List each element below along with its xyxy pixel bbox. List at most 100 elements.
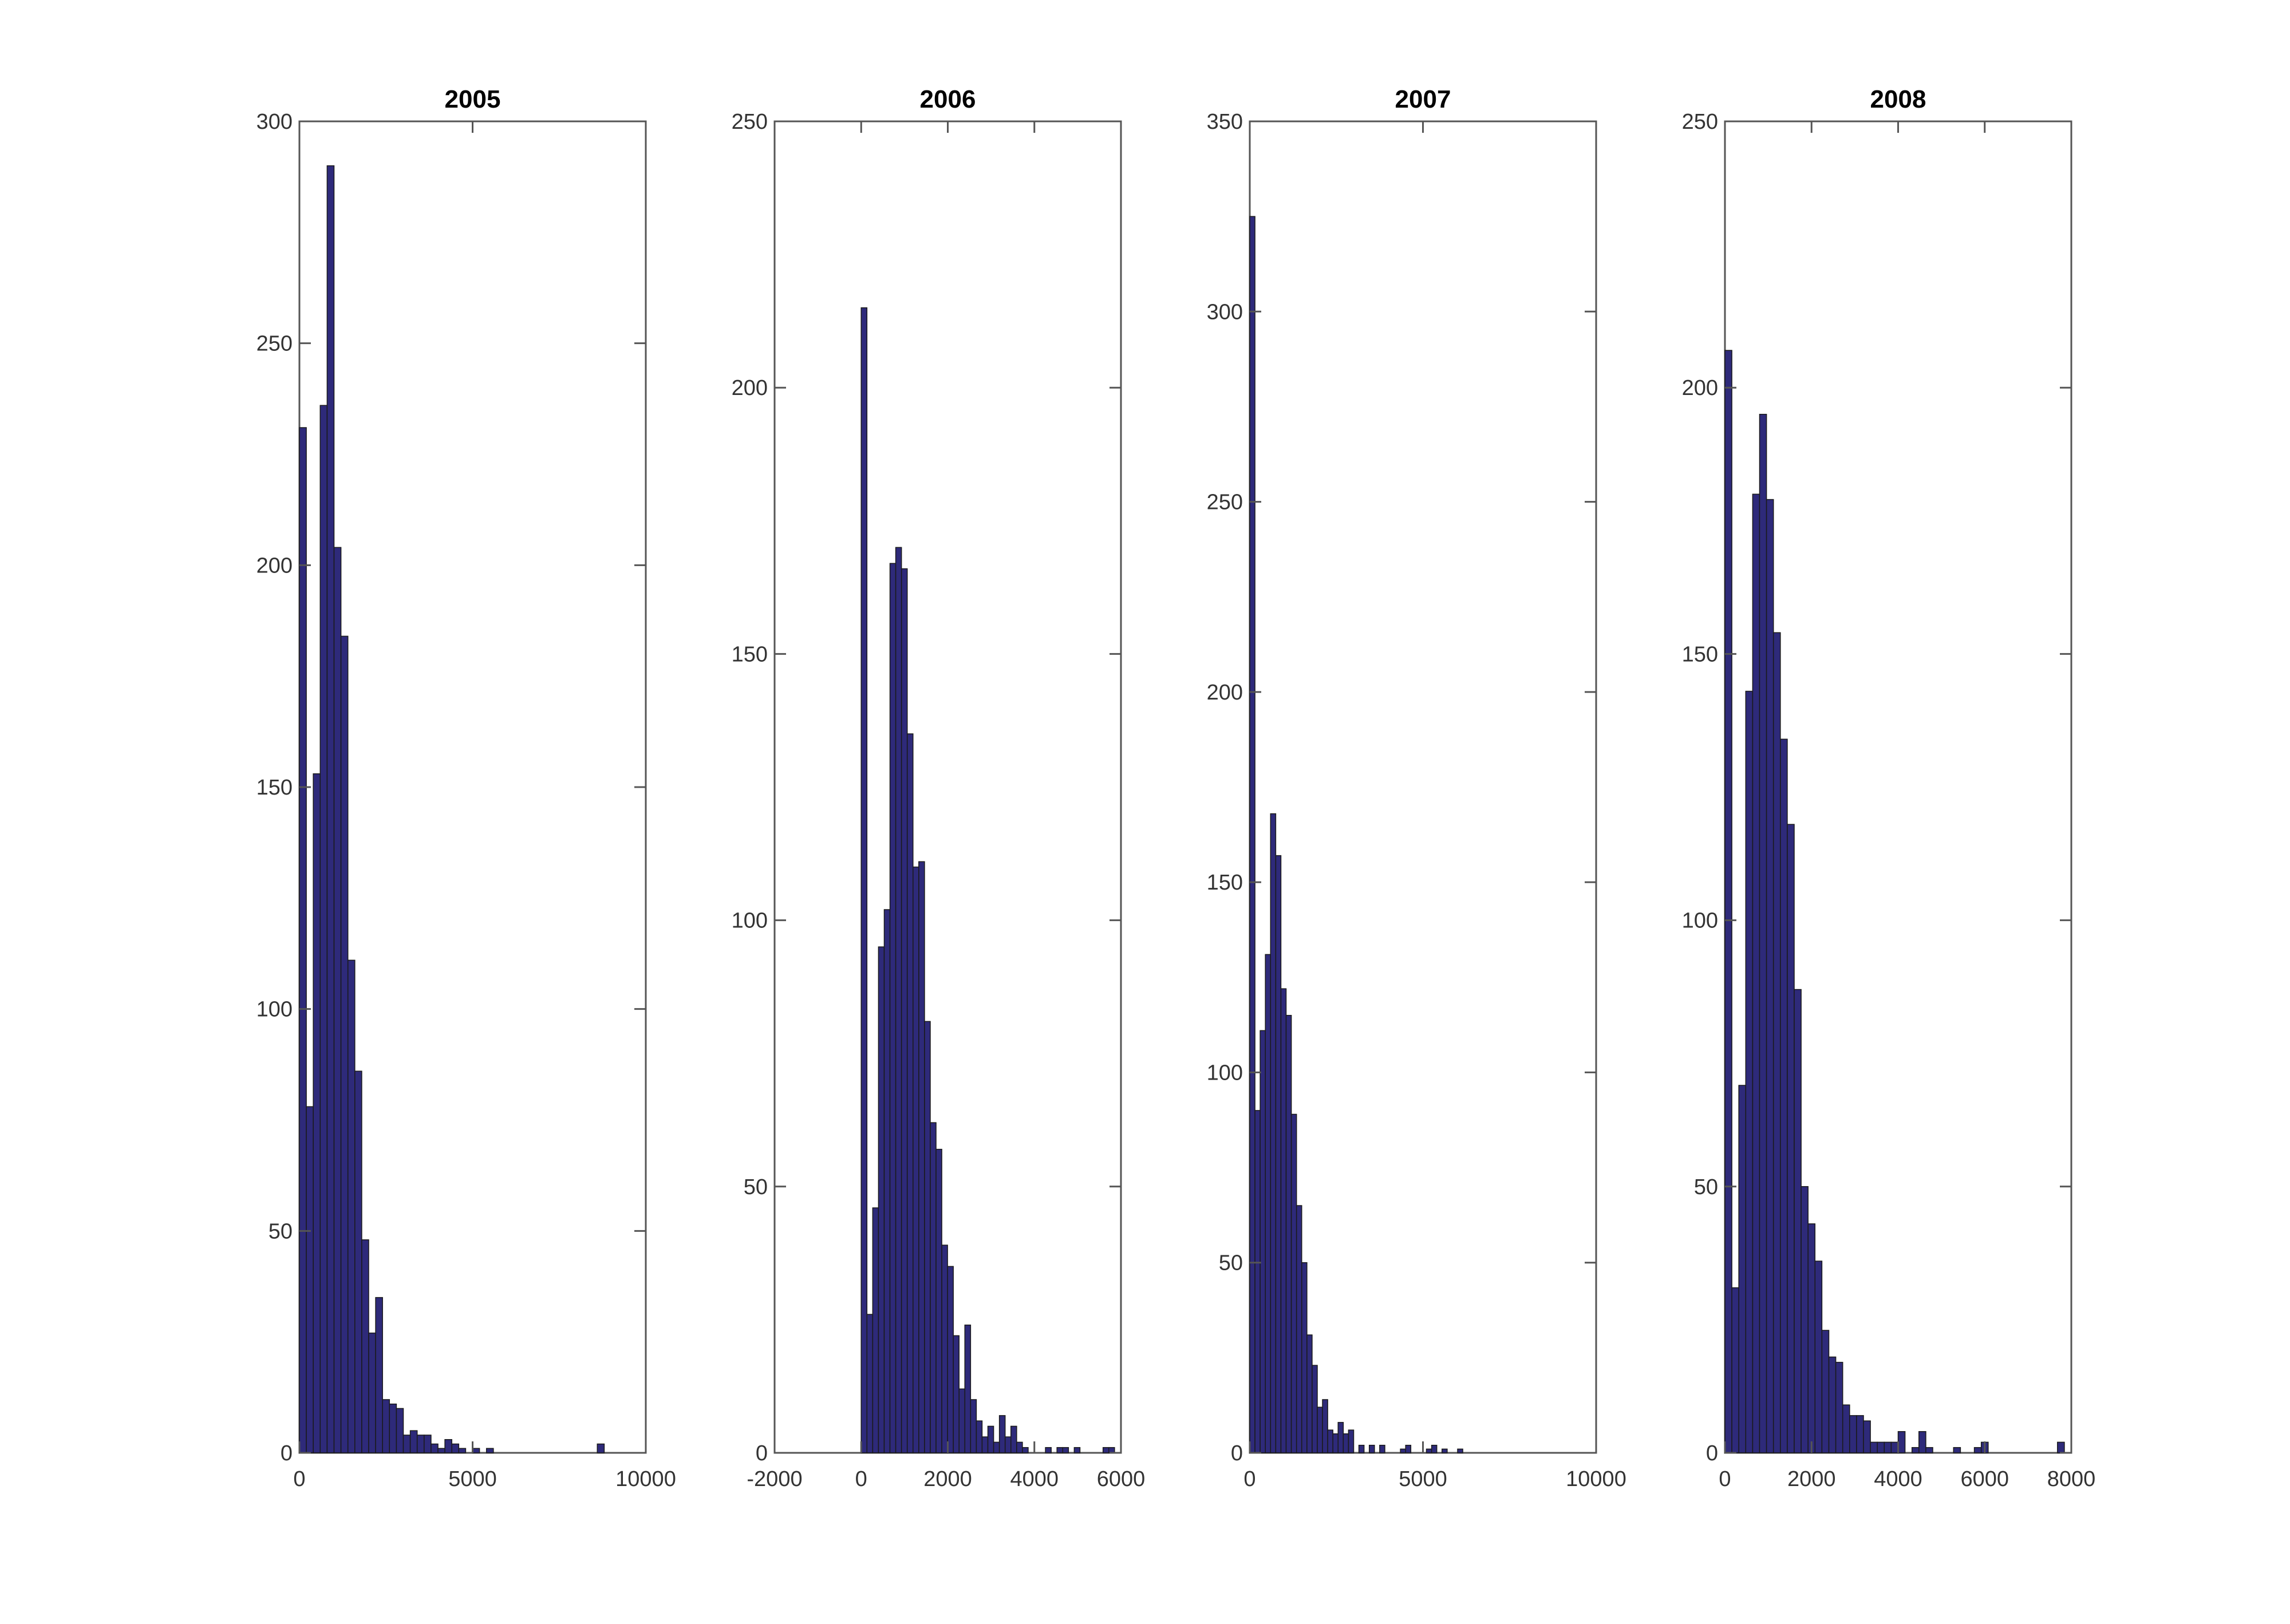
y-tick-label: 150 [256,776,293,800]
histogram-bar [299,427,307,1453]
y-tick-label: 100 [256,998,293,1022]
histogram-bar [451,1443,460,1453]
y-tick-label: 50 [269,1219,293,1243]
histogram-bar [1265,954,1272,1453]
histogram-bar [319,405,328,1453]
histogram-bar [1056,1447,1064,1453]
histogram-bar [409,1430,418,1453]
subplot-title: 2006 [920,85,976,113]
histogram-bar [1925,1447,1933,1453]
histogram-bar [1368,1444,1375,1453]
histogram-bar [1405,1444,1412,1453]
histogram-bar [340,635,349,1453]
histogram-bar [866,1314,874,1453]
histogram-bar [597,1443,605,1453]
histogram-bar [981,1436,989,1453]
histogram-bars [1724,350,2065,1453]
histogram-bar [1348,1429,1355,1453]
histogram-bar [313,773,321,1453]
histogram-bar [333,547,342,1453]
y-tick-label: 250 [732,110,768,134]
histogram-bar [1856,1415,1864,1453]
histogram-bar [953,1335,960,1453]
histogram-bar [993,1441,1000,1453]
histogram-bar [1270,813,1277,1453]
histogram-bar [958,1388,966,1453]
histogram-bar [889,563,897,1453]
y-tick-label: 50 [1219,1251,1243,1275]
y-tick-label: 350 [1207,110,1243,134]
histogram-bar [458,1448,467,1453]
y-tick-label: 150 [1207,871,1243,895]
histogram-bar [935,1148,942,1453]
histogram-bar [998,1415,1006,1453]
histogram-bar [416,1435,425,1453]
histogram-bar [1358,1444,1365,1453]
x-tick-label: 0 [1243,1467,1255,1491]
histogram-bar [1863,1420,1871,1453]
histogram-bar [1801,1186,1809,1453]
histogram-bar [396,1408,404,1453]
histogram-bar [1738,1085,1747,1453]
subplot-2007: 0 50 100 150 200 250 300 350 0 5000 10000 2007 [1207,85,1626,1491]
histogram-bar [930,1122,937,1453]
histogram-bar [1379,1444,1385,1453]
x-tick-label: -2000 [747,1467,802,1491]
histogram-bar [1814,1261,1823,1453]
histogram-bar [1794,989,1802,1453]
histogram-bar [1400,1448,1407,1453]
x-tick-label: 2000 [1787,1467,1836,1491]
histogram-bar [964,1324,972,1453]
y-tick-label: 50 [744,1175,768,1199]
histogram-bar [860,307,868,1453]
histogram-bar [941,1244,948,1453]
histogram-bar [1317,1406,1323,1453]
x-tick-label: 0 [855,1467,867,1491]
histogram-bar [970,1399,977,1453]
histogram-bar [472,1448,480,1453]
histogram-bar [1312,1365,1318,1453]
axes-frame [1249,120,1597,1454]
x-tick-label: 0 [1719,1467,1731,1491]
histogram-bar [1731,1287,1739,1453]
subplot-2005: 0 50 100 150 200 250 300 0 5000 10000 2005 [256,85,676,1491]
histogram-bar [1249,216,1255,1453]
x-tick-label: 8000 [2047,1467,2096,1491]
y-tick-label: 150 [732,642,768,666]
histogram-bar [1431,1444,1438,1453]
histogram-bar [306,1106,314,1453]
x-tick-label: 6000 [1960,1467,2009,1491]
histogram-bar [1973,1447,1982,1453]
histogram-bar [1759,413,1767,1453]
histogram-bar [347,959,356,1453]
histogram-bar [1745,690,1754,1453]
histogram-bar [1752,493,1760,1453]
histogram-bar [987,1425,994,1453]
y-tick-label: 200 [256,554,293,578]
y-tick-label: 200 [1207,681,1243,705]
histogram-bar [1849,1415,1857,1453]
histogram-bar [1877,1441,1885,1453]
y-tick-label: 200 [732,376,768,400]
y-tick-label: 0 [281,1441,293,1465]
y-tick-label: 0 [1231,1441,1243,1465]
histogram-bar [1787,824,1795,1453]
y-tick-label: 100 [732,909,768,933]
histogram-bar [918,861,925,1453]
histogram-bar [895,547,902,1453]
histogram-bar [1884,1441,1892,1453]
histogram-bar [913,866,919,1453]
subplot-title: 2005 [445,85,501,113]
histogram-bar [361,1239,369,1453]
histogram-bar [901,568,908,1453]
histogram-bar [1918,1431,1926,1453]
y-tick-label: 300 [256,110,293,134]
histogram-bar [947,1266,954,1453]
histogram-bar [382,1399,390,1453]
histogram-bar [1260,1030,1266,1453]
histogram-bars [299,165,605,1453]
subplot-title: 2007 [1395,85,1451,113]
histogram-bar [402,1435,411,1453]
